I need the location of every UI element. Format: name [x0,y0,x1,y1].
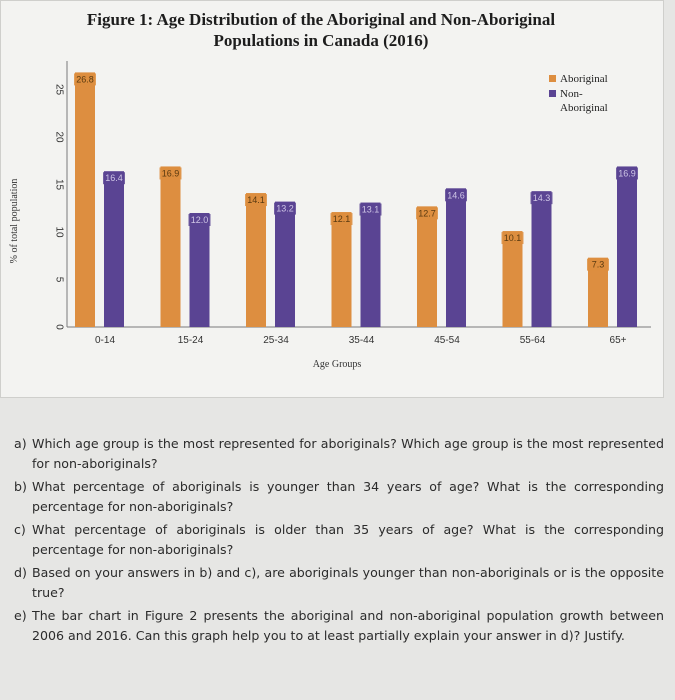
questions-list: a) Which age group is the most represent… [14,434,664,649]
bar-non-aboriginal [275,201,295,327]
bar-aboriginal [246,193,266,327]
data-label: 14.1 [247,195,265,205]
figure-title-line-1: Figure 1: Age Distribution of the Aborig… [86,10,556,29]
question-text: Which age group is the most represented … [32,436,664,471]
data-label: 13.1 [362,205,380,215]
bar-non-aboriginal [617,166,637,327]
figure-title: Figure 1: Age Distribution of the Aborig… [41,9,601,51]
bar-chart: 0 5 10 15 20 25 % of total population 26.8 16.4 0… [9,61,651,370]
figure-title-line-2: Populations in Canada (2016) [213,31,429,50]
x-tick-label: 55-64 [520,335,546,346]
question-letter: d) [14,565,27,580]
question-letter: b) [14,479,27,494]
question-e: e) The bar chart in Figure 2 presents th… [14,606,664,646]
data-label: 7.3 [592,260,605,270]
y-tick-label: 25 [53,84,64,96]
data-label: 12.7 [418,208,436,218]
question-letter: e) [14,608,27,623]
y-tick-label: 20 [53,131,64,143]
question-a: a) Which age group is the most represent… [14,434,664,474]
x-tick-label: 45-54 [434,335,460,346]
question-text: What percentage of aboriginals is younge… [32,479,664,514]
data-label-bg [159,167,182,180]
y-axis-label: % of total population [9,179,20,264]
legend-swatch-non-aboriginal [549,90,556,97]
data-label: 26.8 [76,74,94,84]
question-letter: a) [14,436,27,451]
data-label-bg [188,214,211,226]
y-tick-label: 0 [53,324,64,330]
legend-label-non-aboriginal-2: Aboriginal [560,102,608,114]
figure-panel: Figure 1: Age Distribution of the Aborig… [0,0,664,398]
data-label: 14.3 [533,193,551,203]
data-label-bg [359,203,382,216]
bar-non-aboriginal [104,171,124,327]
bar-non-aboriginal [446,188,466,327]
x-tick-label: 0-14 [95,335,115,346]
data-label-bg [416,207,438,220]
bar-non-aboriginal [189,213,210,327]
bar-aboriginal [417,206,437,327]
x-tick-label: 35-44 [349,335,375,346]
question-d: d) Based on your answers in b) and c), a… [14,563,664,603]
data-label-bg [330,213,353,226]
data-label: 12.1 [333,214,351,224]
data-label-bg [587,258,609,271]
question-text: The bar chart in Figure 2 presents the a… [32,608,664,643]
legend-label-aboriginal: Aboriginal [560,73,608,85]
y-tick-label: 10 [53,226,64,238]
data-label: 14.6 [447,190,465,200]
bar-aboriginal [331,212,352,327]
x-tick-label: 25-34 [263,335,289,346]
question-c: c) What percentage of aboriginals is old… [14,520,664,560]
bar-aboriginal [502,231,523,327]
data-label-bg [274,202,296,215]
data-label-bg [530,192,553,205]
y-tick-label: 5 [53,277,64,283]
question-letter: c) [14,522,26,537]
bar-aboriginal [75,72,95,328]
data-label-bg [616,167,638,180]
x-axis-label: Age Groups [313,359,362,370]
data-label: 13.2 [276,204,294,214]
y-tick-label: 15 [53,179,64,191]
data-label: 16.9 [618,168,636,178]
data-label-bg [103,172,125,185]
legend-label-non-aboriginal-1: Non- [560,88,583,100]
bar-aboriginal [160,166,181,327]
x-tick-label: 65+ [610,335,627,346]
bar-non-aboriginal [360,202,381,327]
data-label-bg [501,232,524,245]
question-text: Based on your answers in b) and c), are … [32,565,664,600]
bar-aboriginal [588,257,608,327]
data-label: 16.4 [105,173,123,183]
x-tick-label: 15-24 [178,335,204,346]
question-text: What percentage of aboriginals is older … [32,522,664,557]
data-label-bg [245,194,267,207]
data-label-bg [445,189,467,202]
data-label: 16.9 [162,168,180,178]
data-label: 10.1 [504,233,522,243]
data-label-bg [74,73,96,86]
question-b: b) What percentage of aboriginals is you… [14,477,664,517]
legend-swatch-aboriginal [549,75,556,82]
data-label: 12.0 [191,215,209,225]
bar-non-aboriginal [531,191,552,327]
